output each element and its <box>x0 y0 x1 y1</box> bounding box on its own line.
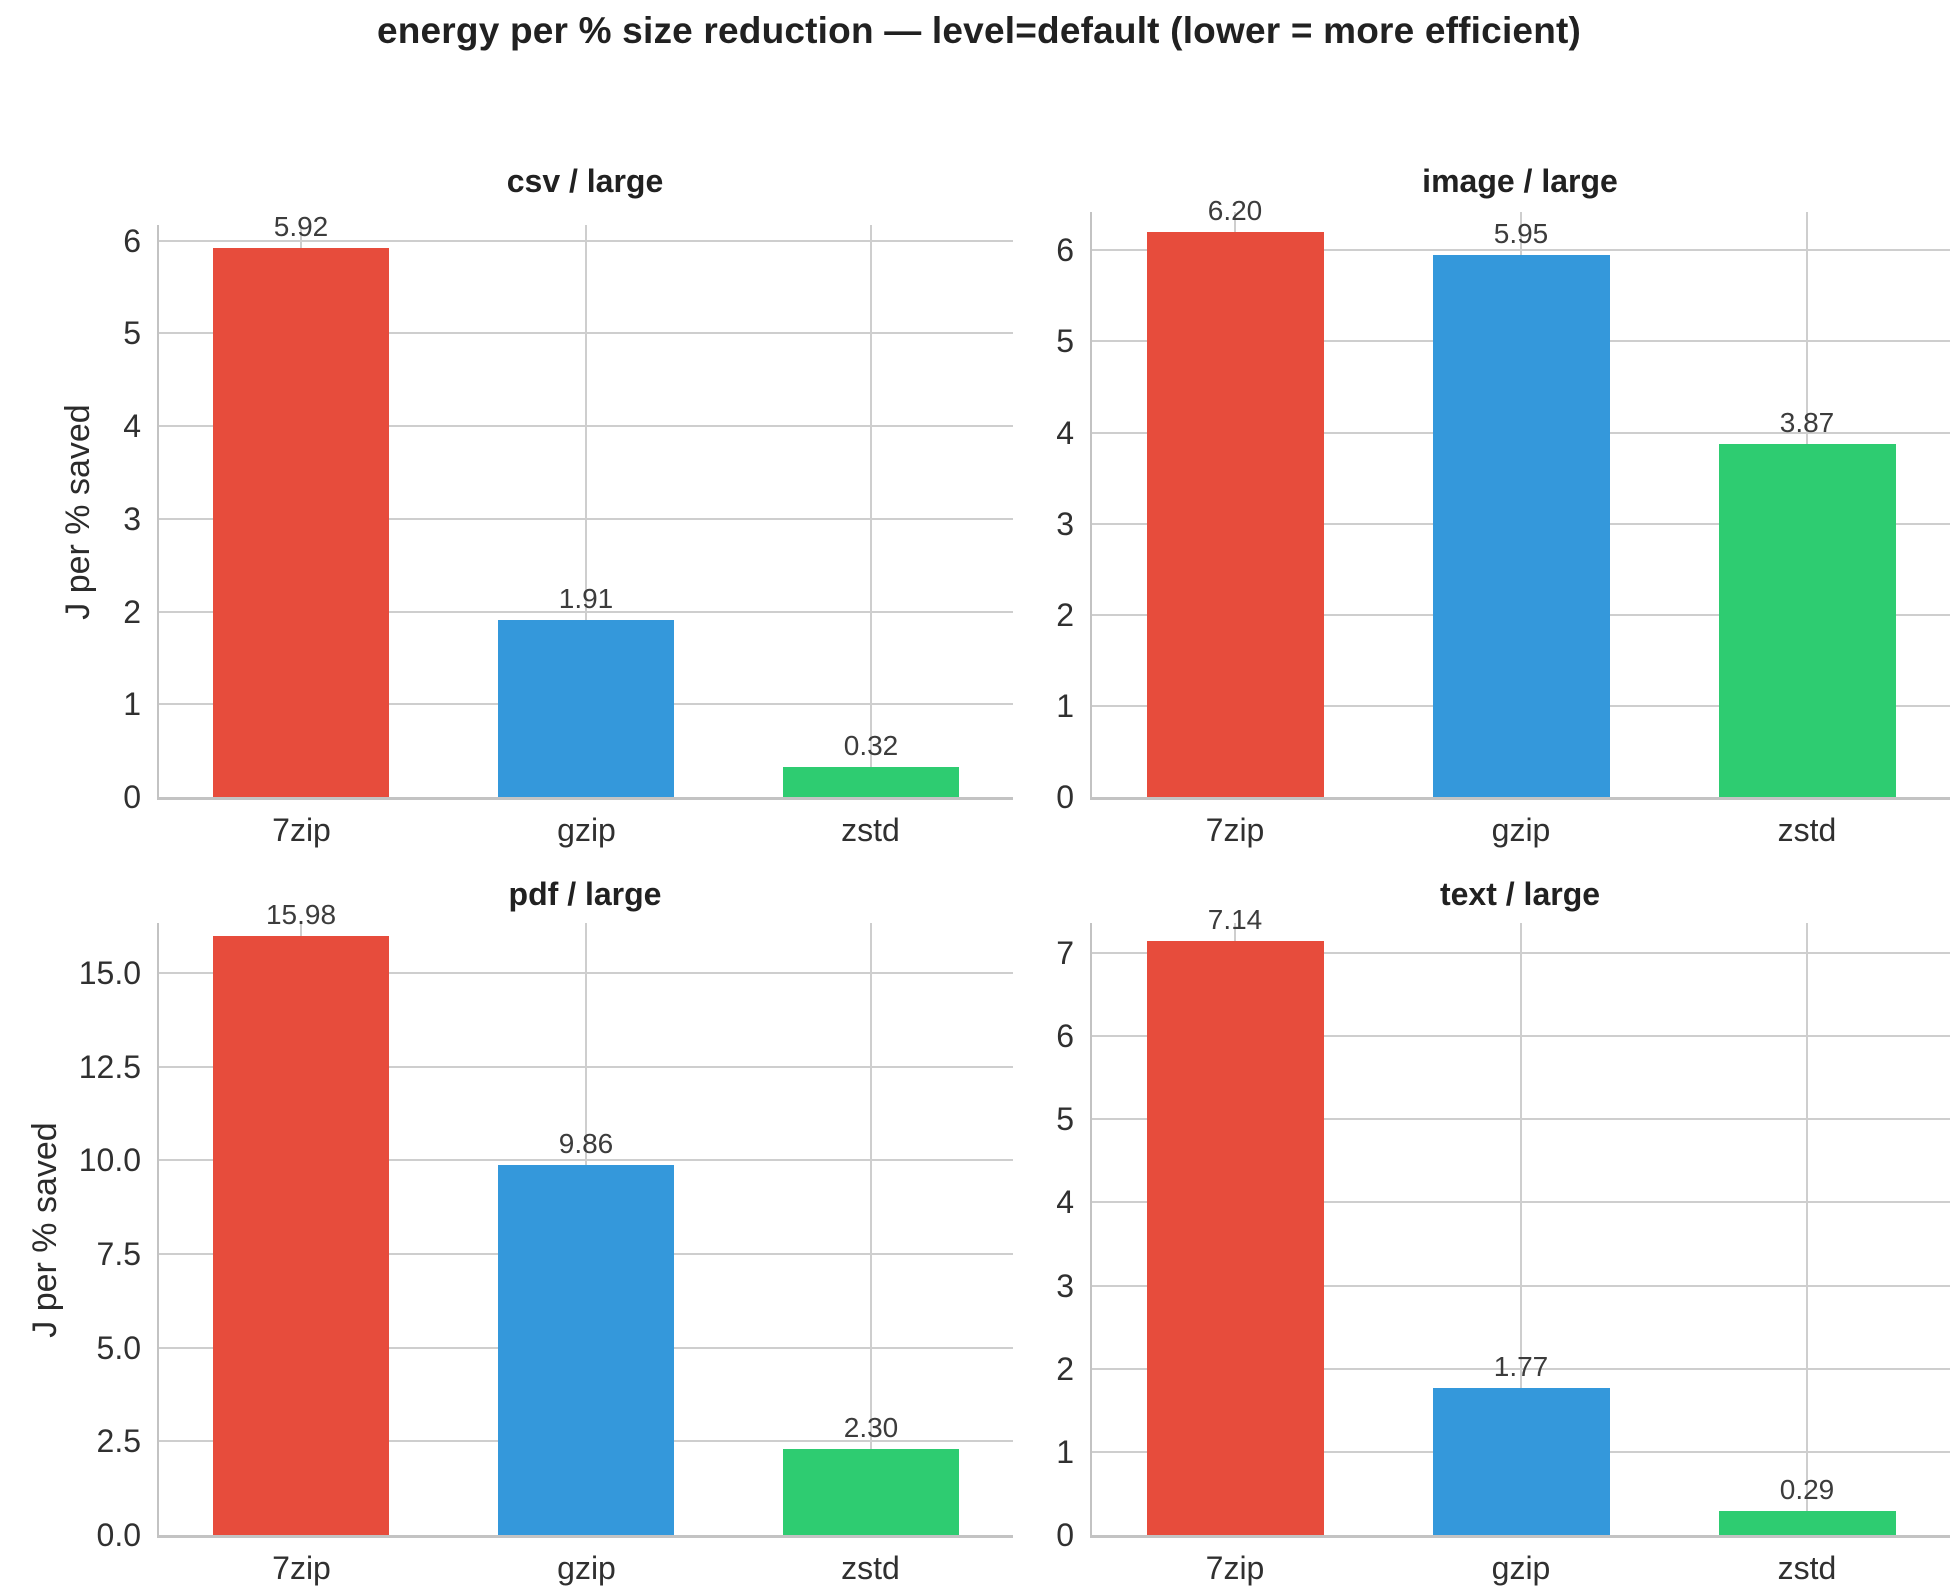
y-gridline <box>1092 1118 1950 1120</box>
y-tick-label: 0 <box>1056 779 1074 815</box>
bar-value-label: 7.14 <box>1207 904 1263 935</box>
y-gridline <box>159 425 1013 427</box>
x-gridline <box>1806 923 1808 1535</box>
y-tick-label: 5.0 <box>96 1330 141 1366</box>
bar-value-label: 3.87 <box>1779 407 1835 438</box>
y-axis-label-bottom-row: J per % saved <box>26 1122 64 1338</box>
x-tick-label-zstd: zstd <box>1777 812 1837 848</box>
y-tick-label: 4 <box>1056 415 1074 451</box>
y-tick-label: 0 <box>123 779 141 815</box>
x-gridline <box>585 225 587 797</box>
y-tick-label: 6 <box>1056 232 1074 268</box>
bar-value-label: 6.20 <box>1207 195 1263 226</box>
bar-zstd <box>783 1449 959 1535</box>
y-gridline <box>1092 249 1950 251</box>
y-tick-label: 5 <box>1056 1101 1074 1137</box>
bar-value-label: 0.29 <box>1779 1474 1835 1505</box>
bar-gzip <box>1433 255 1610 797</box>
y-gridline <box>1092 1285 1950 1287</box>
bar-gzip <box>1433 1388 1610 1535</box>
y-tick-label: 5 <box>123 315 141 351</box>
x-gridline <box>870 923 872 1535</box>
y-tick-label: 2 <box>1056 597 1074 633</box>
y-tick-label: 3 <box>1056 1268 1074 1304</box>
y-gridline <box>1092 1201 1950 1203</box>
bar-value-label: 2.30 <box>843 1412 899 1443</box>
subplot-title-csv-large: csv / large <box>506 163 664 199</box>
bar-value-label: 1.77 <box>1493 1351 1549 1382</box>
y-tick-label: 12.5 <box>78 1049 141 1085</box>
bar-value-label: 5.95 <box>1493 218 1549 249</box>
y-tick-label: 4 <box>123 408 141 444</box>
bar-gzip <box>498 1165 674 1535</box>
y-gridline <box>159 1066 1013 1068</box>
x-tick-label-7zip: 7zip <box>272 1550 331 1586</box>
bar-value-label: 5.92 <box>273 211 329 242</box>
y-gridline <box>1092 952 1950 954</box>
bar-value-label: 1.91 <box>558 583 614 614</box>
y-gridline <box>1092 1035 1950 1037</box>
y-tick-label: 1 <box>1056 688 1074 724</box>
bar-gzip <box>498 620 674 797</box>
y-gridline <box>159 332 1013 334</box>
y-tick-label: 7.5 <box>96 1236 141 1272</box>
y-gridline <box>159 1159 1013 1161</box>
y-tick-label: 0 <box>1056 1517 1074 1553</box>
figure-title: energy per % size reduction — level=defa… <box>376 10 1582 51</box>
y-tick-label: 2.5 <box>96 1423 141 1459</box>
x-tick-label-gzip: gzip <box>1491 812 1551 848</box>
y-tick-label: 4 <box>1056 1184 1074 1220</box>
x-tick-label-7zip: 7zip <box>1205 1550 1265 1586</box>
x-tick-label-7zip: 7zip <box>1205 812 1265 848</box>
y-gridline <box>159 518 1013 520</box>
x-tick-label-gzip: gzip <box>1491 1550 1551 1586</box>
bar-zstd <box>783 767 959 797</box>
x-tick-label-zstd: zstd <box>841 812 900 848</box>
bar-7zip <box>213 936 389 1535</box>
y-tick-label: 15.0 <box>78 955 141 991</box>
x-tick-label-gzip: gzip <box>557 812 616 848</box>
y-tick-label: 7 <box>1056 935 1074 971</box>
x-gridline <box>1520 923 1522 1535</box>
y-tick-label: 3 <box>1056 506 1074 542</box>
y-tick-label: 6 <box>1056 1018 1074 1054</box>
bar-zstd <box>1719 444 1896 797</box>
bar-7zip <box>213 248 389 797</box>
y-tick-label: 1 <box>1056 1434 1074 1470</box>
bar-7zip <box>1147 941 1324 1535</box>
x-gridline <box>870 225 872 797</box>
y-gridline <box>159 972 1013 974</box>
subplot-title-text-large: text / large <box>1439 876 1601 912</box>
bar-value-label: 15.98 <box>265 899 337 930</box>
bar-zstd <box>1719 1511 1896 1535</box>
y-tick-label: 0.0 <box>96 1517 141 1553</box>
y-gridline <box>159 611 1013 613</box>
x-tick-label-zstd: zstd <box>841 1550 900 1586</box>
y-gridline <box>159 240 1013 242</box>
bar-value-label: 9.86 <box>558 1128 614 1159</box>
y-tick-label: 6 <box>123 223 141 259</box>
y-tick-label: 5 <box>1056 323 1074 359</box>
subplot-title-pdf-large: pdf / large <box>508 876 662 912</box>
y-gridline <box>1092 1368 1950 1370</box>
y-tick-label: 3 <box>123 501 141 537</box>
x-tick-label-zstd: zstd <box>1777 1550 1837 1586</box>
subplot-image-large: 0 1 2 3 4 5 6 6.20 7zip 5.95 gzip 3.87 zstd <box>1056 195 1950 847</box>
subplot-csv-large: 0 1 2 3 4 5 6 5.92 7zip 1.91 gzip 0.32 zstd <box>123 211 1013 847</box>
bar-value-label: 0.32 <box>843 730 899 761</box>
subplot-text-large: 0 1 2 3 4 5 6 7 7.14 7zip 1.77 gzip 0.29 zstd <box>1056 904 1950 1585</box>
subplot-title-image-large: image / large <box>1422 163 1618 199</box>
bar-7zip <box>1147 232 1324 797</box>
y-tick-label: 2 <box>123 594 141 630</box>
x-tick-label-7zip: 7zip <box>272 812 331 848</box>
x-tick-label-gzip: gzip <box>557 1550 616 1586</box>
y-tick-label: 10.0 <box>78 1142 141 1178</box>
y-tick-label: 1 <box>123 686 141 722</box>
y-tick-label: 2 <box>1056 1351 1074 1387</box>
subplot-pdf-large: 0.0 2.5 5.0 7.5 10.0 12.5 15.0 15.98 7zip 9.86 gzi… <box>79 899 1013 1585</box>
